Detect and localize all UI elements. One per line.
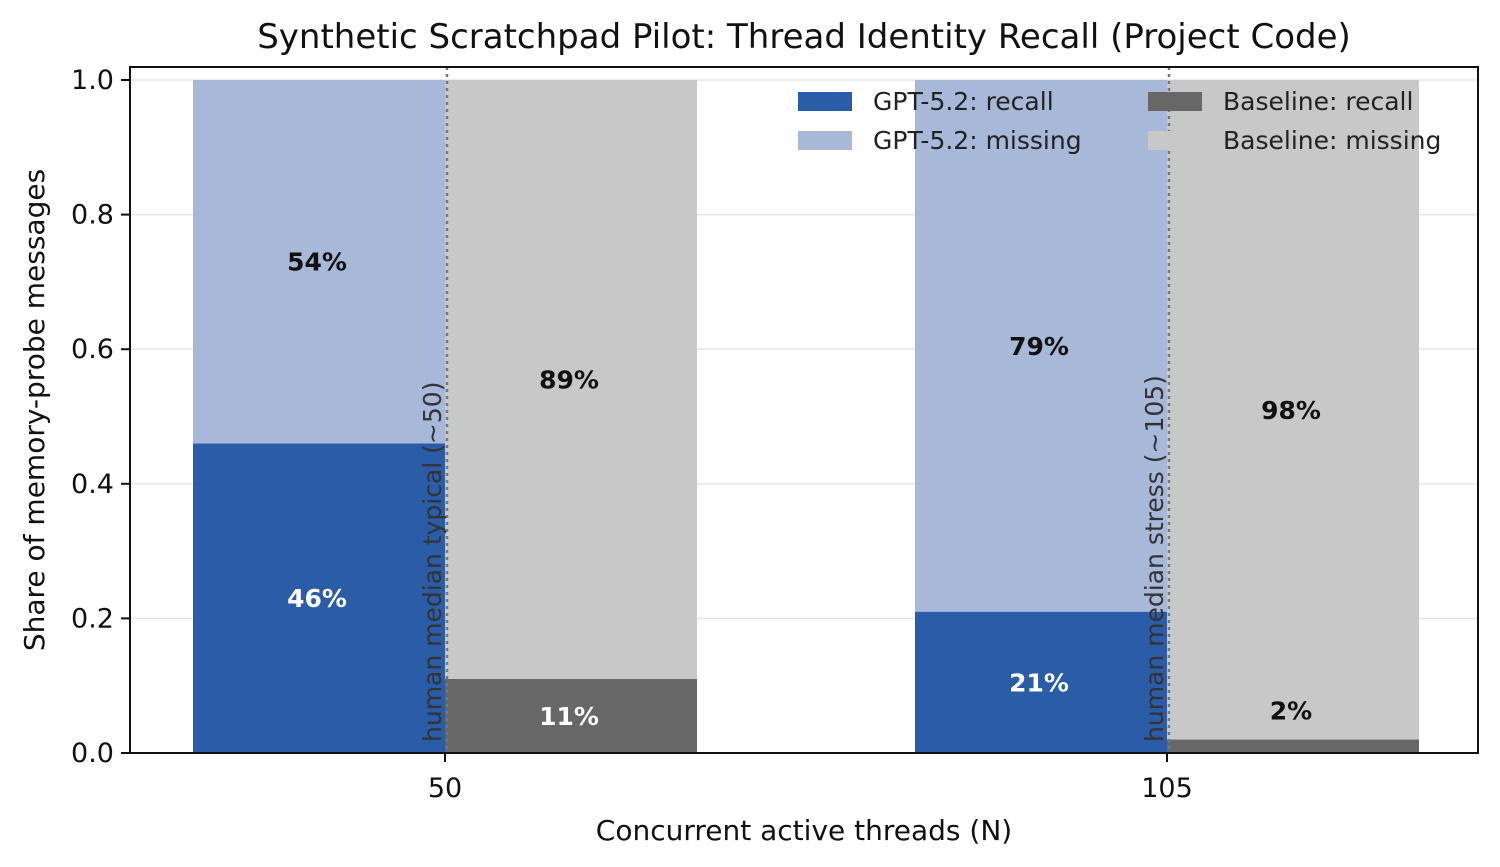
- y-tick-label: 0.8: [71, 200, 114, 231]
- bar-baseline-missing-50: [445, 80, 697, 679]
- x-axis: 50 105: [428, 753, 1193, 804]
- legend: GPT-5.2: recall GPT-5.2: missing Baseline:…: [798, 87, 1441, 155]
- reference-lines: human median typical (~50) human median s…: [418, 67, 1171, 753]
- bar-baseline-recall-50: [445, 678, 697, 753]
- y-tick-label: 0.2: [71, 603, 114, 634]
- y-tick-label: 0.4: [71, 469, 114, 500]
- x-tick-label: 50: [428, 773, 462, 804]
- bar-gpt-5-2-recall-105: [915, 611, 1167, 753]
- bar-gpt-5-2-missing-105: [915, 80, 1167, 612]
- reference-line-label: human median stress (~105): [1140, 375, 1169, 742]
- bar-value-label: 21%: [1009, 668, 1069, 697]
- chart-title: Synthetic Scratchpad Pilot: Thread Ident…: [257, 17, 1351, 57]
- bar-baseline-missing-105: [1167, 80, 1419, 740]
- legend-label: GPT-5.2: recall: [873, 87, 1054, 116]
- legend-label: Baseline: missing: [1223, 126, 1441, 155]
- x-axis-label: Concurrent active threads (N): [596, 814, 1012, 847]
- legend-swatch: [798, 92, 852, 111]
- plot-frame: [129, 66, 1479, 754]
- bar-value-label: 11%: [539, 702, 599, 731]
- y-tick-label: 0.0: [71, 738, 114, 769]
- bar-value-label: 54%: [287, 248, 347, 277]
- bar-value-label: 89%: [539, 365, 599, 394]
- legend-label: Baseline: recall: [1223, 87, 1413, 116]
- y-axis: 0.0 0.2 0.4 0.6 0.8 1.0: [71, 65, 130, 769]
- bar-value-labels: 46% 54% 11% 89% 21% 79% 2% 98%: [287, 248, 1321, 731]
- bar-value-label: 79%: [1009, 332, 1069, 361]
- bars: [193, 80, 1419, 753]
- legend-swatch: [1148, 131, 1202, 150]
- bar-value-label: 2%: [1270, 697, 1312, 726]
- bar-gpt-5-2-missing-50: [193, 80, 445, 444]
- legend-swatch: [798, 131, 852, 150]
- y-tick-label: 0.6: [71, 334, 114, 365]
- bar-baseline-recall-105: [1167, 739, 1419, 753]
- y-axis-label: Share of memory-probe messages: [18, 169, 51, 651]
- y-tick-label: 1.0: [71, 65, 114, 96]
- x-tick-label: 105: [1141, 773, 1193, 804]
- reference-line-label: human median typical (~50): [418, 382, 447, 742]
- bar-gpt-5-2-recall-50: [193, 443, 445, 753]
- bar-value-label: 98%: [1261, 396, 1321, 425]
- legend-label: GPT-5.2: missing: [873, 126, 1082, 155]
- legend-swatch: [1148, 92, 1202, 111]
- bar-value-label: 46%: [287, 584, 347, 613]
